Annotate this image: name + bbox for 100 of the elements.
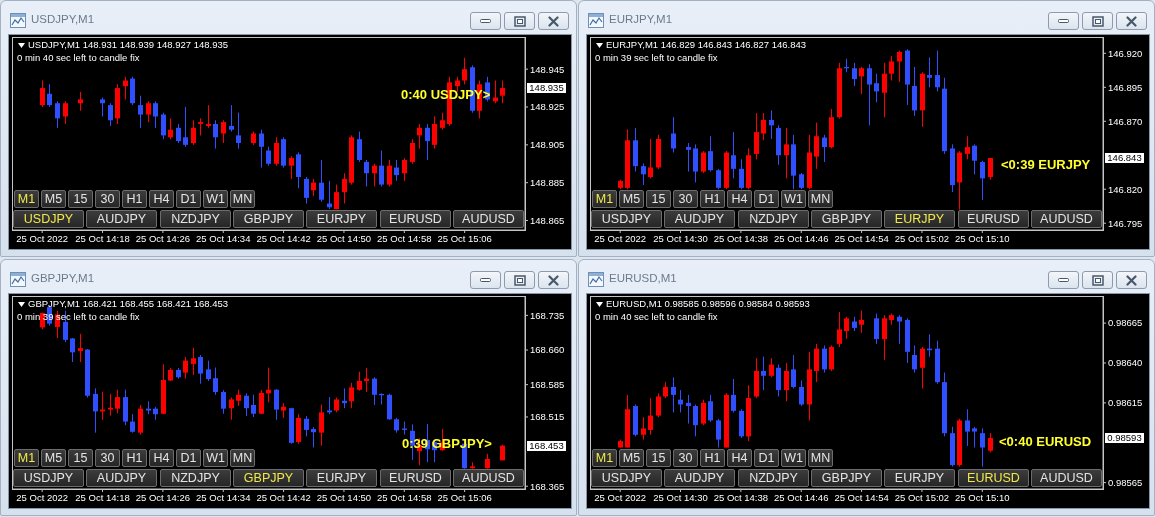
candlestick (63, 100, 68, 125)
text: 148.935 (526, 82, 567, 95)
x-tick-label: 25 Oct 14:18 (75, 491, 130, 503)
candlestick (138, 95, 143, 129)
x-tick-label: 25 Oct 14:34 (196, 232, 251, 244)
timeframe-button: 30 (673, 449, 698, 467)
timeframe-button: H1 (700, 190, 725, 208)
candlestick (889, 55, 894, 81)
symbol-button: AUDJPY (664, 210, 735, 228)
candlestick (274, 388, 279, 421)
candlestick (296, 413, 301, 445)
symbol-button: NZDJPY (160, 210, 231, 228)
candlestick (47, 83, 52, 108)
candlestick (40, 80, 45, 108)
y-tick-label: 148.885 (530, 177, 565, 189)
timeframe-button: W1 (203, 449, 228, 467)
text: 146.843 (1104, 151, 1145, 164)
y-tick-label: 168.365 (530, 480, 565, 492)
timeframe-button: M5 (619, 449, 644, 467)
candlestick (769, 109, 774, 140)
timeframe-button: H4 (149, 449, 174, 467)
candlestick (417, 123, 422, 150)
timeframe-button: MN (230, 190, 255, 208)
annotation: 15 (73, 192, 88, 206)
candlestick (641, 162, 646, 186)
x-tick-label: 25 Oct 2022 (16, 232, 69, 244)
candlestick (100, 97, 105, 117)
x-tick-label: 25 Oct 15:06 (437, 491, 492, 503)
candlestick (784, 127, 789, 179)
annotation: 30 (100, 192, 115, 206)
symbol-button: NZDJPY (738, 210, 809, 228)
x-tick-label: 25 Oct 14:58 (377, 491, 432, 503)
symbol-button: GBPJPY (233, 210, 304, 228)
x-tick-label: 25 Oct 15:10 (955, 232, 1010, 244)
symbol-button: USDJPY (13, 469, 84, 487)
timeframe-button: MN (230, 449, 255, 467)
candlestick (799, 380, 804, 407)
chart-title: GBPJPY,M1 (31, 272, 95, 284)
candlestick (244, 392, 249, 417)
candlestick (716, 418, 721, 449)
x-tick-label: 25 Oct 14:38 (713, 232, 769, 244)
symbol-button: USDJPY (591, 469, 662, 487)
annotation: AUDJPY (674, 212, 725, 226)
y-tick-label: 168.585 (530, 379, 565, 391)
annotation: H1 (126, 192, 143, 206)
y-tick-label: 0.98565 (1108, 476, 1143, 488)
candlestick (236, 112, 241, 150)
candlestick (78, 91, 83, 112)
annotation: H1 (704, 192, 721, 206)
candlestick (176, 123, 181, 144)
candlestick (693, 143, 698, 183)
candlestick (814, 122, 819, 170)
candlestick (206, 104, 211, 129)
annotation: EURUSD (967, 471, 1020, 485)
candlestick (708, 135, 713, 173)
candlestick (837, 311, 842, 348)
symbol-button: USDJPY (13, 210, 84, 228)
candlestick (874, 73, 879, 103)
annotation: EURJPY (894, 471, 945, 485)
candlestick (912, 344, 917, 374)
candlestick (296, 151, 301, 189)
candlestick (822, 344, 827, 374)
candlestick (357, 371, 362, 392)
candlestick (221, 119, 226, 144)
candlestick (229, 104, 234, 133)
candlestick (980, 427, 985, 468)
timeframe-button: 30 (673, 190, 698, 208)
candlestick (319, 159, 324, 203)
candlestick (822, 134, 827, 163)
candlestick (935, 50, 940, 92)
x-tick-label: 25 Oct 14:58 (377, 232, 432, 244)
candlestick (108, 102, 113, 127)
symbol-button: AUDUSD (1031, 469, 1102, 487)
candlestick (274, 136, 279, 167)
timeframe-button: W1 (781, 449, 806, 467)
annotation: 0 min 40 sec left to candle fix (595, 311, 718, 323)
x-tick-label: 25 Oct 14:38 (713, 491, 769, 503)
annotation: GBPJPY (821, 212, 872, 226)
x-tick-label: 25 Oct 14:42 (256, 491, 311, 503)
y-tick-label: 0.98640 (1108, 357, 1143, 369)
timeframe-button: M5 (41, 190, 66, 208)
timeframe-button: 15 (68, 190, 93, 208)
symbol-button: GBPJPY (811, 469, 882, 487)
annotation: 30 (678, 451, 693, 465)
annotation: EURUSD (967, 212, 1020, 226)
candlestick (852, 62, 857, 87)
annotation: EURJPY (316, 471, 367, 485)
candlestick (357, 131, 362, 163)
candlestick (739, 158, 744, 190)
candlestick (183, 356, 188, 380)
annotation: USDJPY (23, 212, 74, 226)
symbol-button: EURJPY (306, 469, 377, 487)
x-tick-label: 25 Oct 14:54 (834, 491, 889, 503)
candlestick (70, 337, 75, 363)
annotation: D1 (180, 192, 197, 206)
annotation: GBPJPY (243, 471, 294, 485)
timeframe-button: H4 (727, 449, 752, 467)
timeframe-button: M1 (592, 449, 617, 467)
candlestick (965, 408, 970, 447)
candlestick (927, 56, 932, 88)
